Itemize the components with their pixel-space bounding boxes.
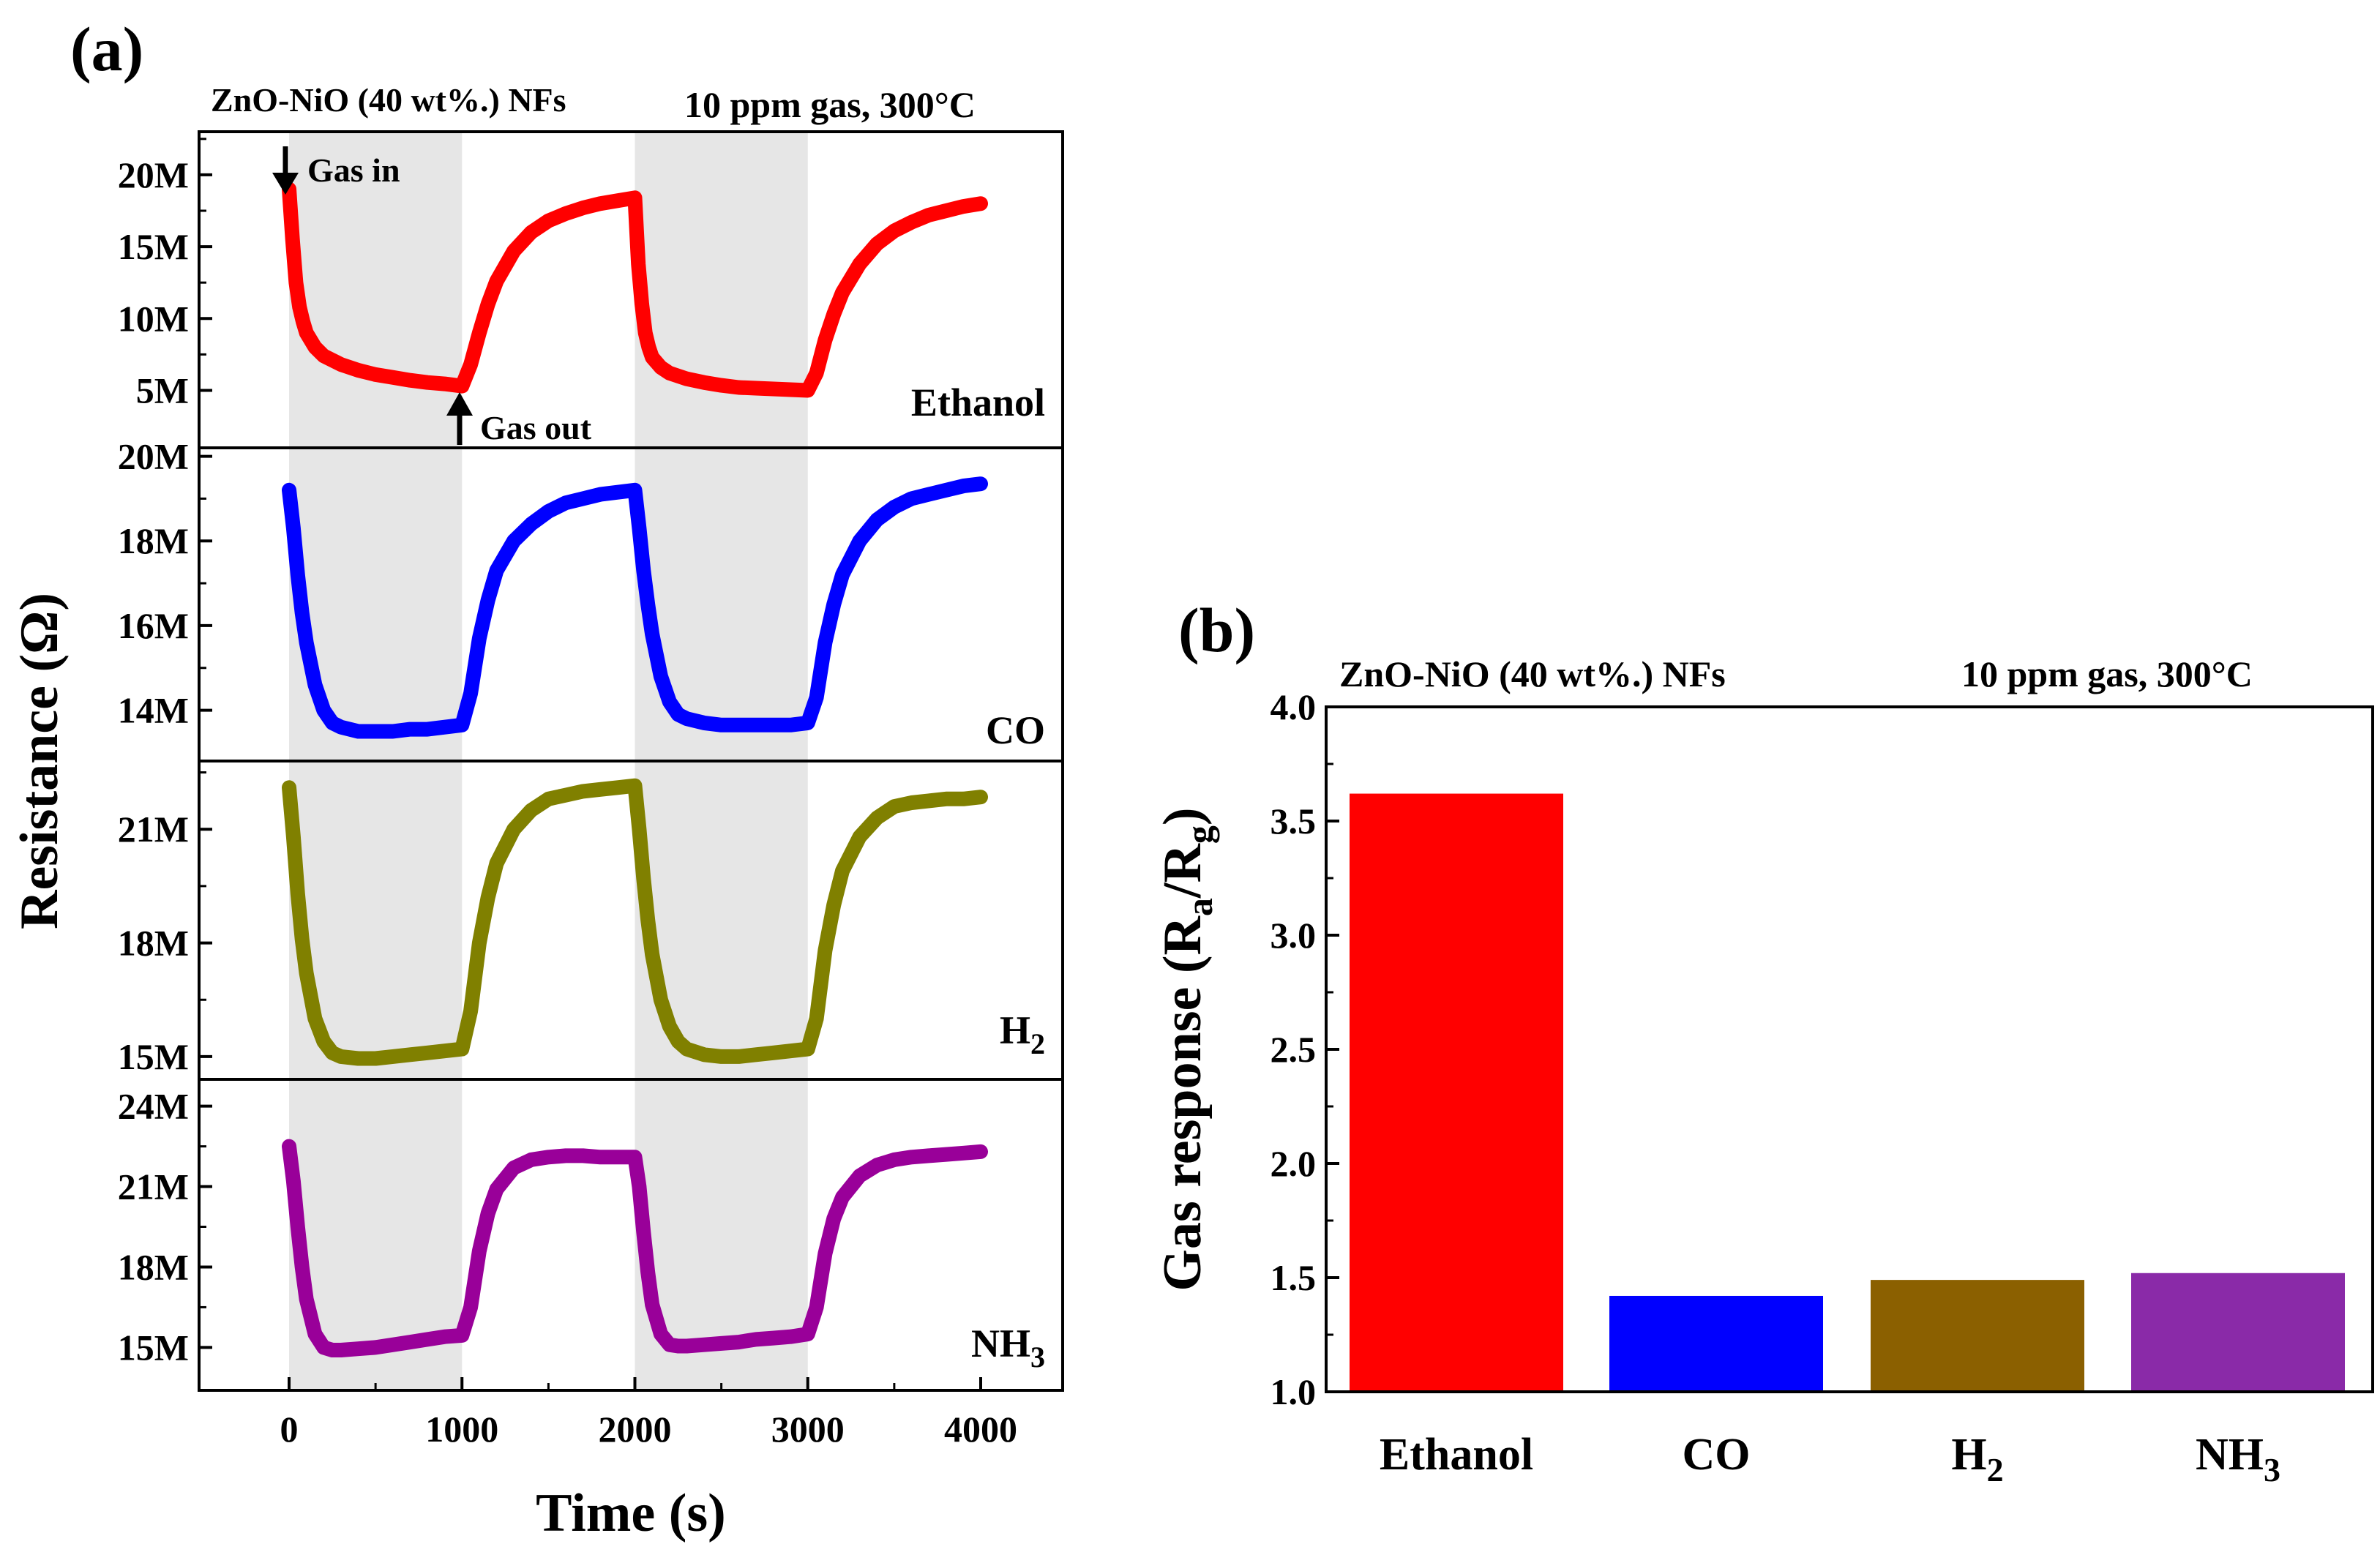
y-tick-label-ethanol: 5M — [136, 370, 189, 411]
y-tick-label-nh3: 21M — [118, 1166, 189, 1207]
category-label-main: Ethanol — [1380, 1430, 1533, 1480]
y-tick-label-ethanol: 10M — [118, 298, 189, 339]
series-h2 — [282, 778, 988, 1066]
b-y-tick-label: 2.0 — [1271, 1143, 1317, 1184]
y-tick-label-h2: 15M — [118, 1036, 189, 1077]
gas-label-co: CO — [986, 708, 1045, 752]
panel-b-x-axis: Ethanol CO H2 NH3 — [1380, 1430, 2280, 1488]
b-y-tick-label: 3.0 — [1271, 915, 1317, 956]
y-title-sub-g: g — [1179, 825, 1220, 844]
y-title-mid: /R — [1153, 842, 1213, 899]
category-label-main: CO — [1683, 1430, 1751, 1480]
y-tick-label-ethanol: 20M — [118, 154, 189, 195]
panel-a-subplot-dividers — [199, 446, 1063, 1081]
panel-a-sample-label: ZnO-NiO (40 wt%.) NFs — [211, 81, 566, 119]
panel-a-x-axis: 0 1000 2000 3000 4000 — [280, 1377, 1017, 1450]
b-y-tick-label: 4.0 — [1271, 686, 1317, 727]
gas-out-arrowhead — [446, 392, 473, 416]
b-y-tick-label: 2.5 — [1271, 1029, 1317, 1070]
y-tick-label-ethanol: 15M — [118, 226, 189, 267]
panel-b-gas-response-bar-chart: ZnO-NiO (40 wt%.) NFs 10 ppm gas, 300°C … — [1153, 653, 2374, 1488]
panel-a-label: (a) — [70, 14, 143, 84]
gas-out-annotation: Gas out — [446, 392, 592, 446]
y-tick-label-h2: 21M — [118, 809, 189, 850]
category-label-main: H — [1951, 1430, 1986, 1480]
panel-b-bars — [1350, 793, 2345, 1392]
panel-a-y-axis-title: Resistance (Ω) — [10, 593, 70, 929]
panel-a-frame — [198, 130, 1064, 1392]
y-title-close: ) — [1153, 807, 1213, 825]
gas-label-main: H — [1000, 1008, 1030, 1052]
panel-b-y-axis-title: Gas response (Ra/Rg) — [1153, 807, 1220, 1291]
y-tick-label-co: 18M — [118, 520, 189, 561]
category-label-co: CO — [1683, 1430, 1751, 1480]
gas-out-label: Gas out — [480, 409, 592, 446]
panel-a-series — [282, 181, 988, 1357]
bar-ethanol — [1350, 793, 1563, 1392]
x-tick-label: 2000 — [599, 1409, 672, 1450]
panel-a-gas-labels: Ethanol CO H2 NH3 — [911, 381, 1045, 1374]
b-y-tick-label: 3.5 — [1271, 801, 1317, 842]
panel-b-y-axis: 1.0 1.5 2.0 2.5 3.0 3.5 4.0 — [1271, 686, 1339, 1412]
gas-label-sub: 2 — [1030, 1027, 1045, 1060]
panel-a-x-axis-title: Time (s) — [536, 1483, 726, 1543]
gas-in-annotation: Gas in — [272, 146, 400, 195]
y-title-main: Gas response (R — [1153, 915, 1213, 1291]
panel-b-condition-label: 10 ppm gas, 300°C — [1961, 653, 2253, 694]
gas-label-sub: 3 — [1030, 1341, 1045, 1374]
gas-label-main: NH — [971, 1322, 1030, 1365]
x-tick-label: 1000 — [425, 1409, 498, 1450]
category-label-sub: 2 — [1987, 1451, 2004, 1488]
category-label-main: NH — [2196, 1430, 2264, 1480]
b-y-tick-label: 1.5 — [1271, 1257, 1317, 1298]
series-co — [282, 476, 988, 739]
y-tick-label-co: 16M — [118, 605, 189, 646]
panel-b-label: (b) — [1178, 595, 1255, 665]
panel-a-resistance-plots: ZnO-NiO (40 wt%.) NFs 10 ppm gas, 300°C … — [10, 81, 1064, 1543]
category-label-h2: H2 — [1951, 1430, 2003, 1488]
y-title-sub-a: a — [1179, 898, 1220, 916]
x-tick-label: 4000 — [944, 1409, 1017, 1450]
category-label-sub: 3 — [2264, 1451, 2280, 1488]
x-tick-label: 0 — [280, 1409, 299, 1450]
y-tick-label-co: 20M — [118, 436, 189, 477]
series-ethanol — [282, 181, 988, 398]
x-tick-label: 3000 — [771, 1409, 845, 1450]
gas-label-h2: H2 — [1000, 1008, 1045, 1060]
gas-in-arrowhead — [272, 173, 299, 195]
category-label-nh3: NH3 — [2196, 1430, 2280, 1488]
y-tick-label-nh3: 15M — [118, 1327, 189, 1368]
y-tick-label-h2: 18M — [118, 923, 189, 964]
y-tick-label-nh3: 18M — [118, 1246, 189, 1287]
category-label-ethanol: Ethanol — [1380, 1430, 1533, 1480]
gas-label-main: Ethanol — [911, 381, 1045, 424]
gas-in-label: Gas in — [307, 151, 400, 189]
bar-h2 — [1871, 1280, 2084, 1392]
bar-nh3 — [2131, 1273, 2345, 1392]
panel-a-condition-label: 10 ppm gas, 300°C — [684, 84, 976, 125]
b-y-tick-label: 1.0 — [1271, 1371, 1317, 1412]
gas-label-ethanol: Ethanol — [911, 381, 1045, 424]
y-tick-label-co: 14M — [118, 690, 189, 731]
y-tick-label-nh3: 24M — [118, 1086, 189, 1127]
gas-label-nh3: NH3 — [971, 1322, 1045, 1374]
series-nh3 — [282, 1139, 988, 1357]
gas-label-main: CO — [986, 708, 1045, 752]
panel-a-y-axes: 5M 10M 15M 20M 14M 16M 18M 20M 15M 18M 21M 15M 18M 21… — [118, 138, 212, 1368]
bar-co — [1609, 1295, 1823, 1392]
panel-b-sample-label: ZnO-NiO (40 wt%.) NFs — [1339, 653, 1726, 694]
